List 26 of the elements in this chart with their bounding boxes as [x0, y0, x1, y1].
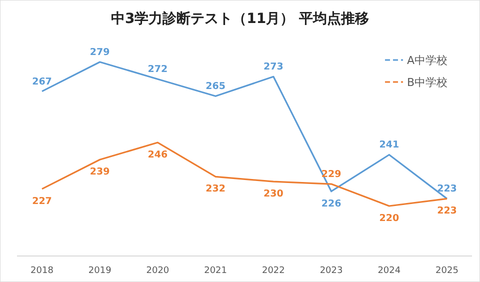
data-label: 230: [264, 188, 284, 200]
chart-title: 中3学力診断テスト（11月） 平均点推移: [110, 10, 370, 27]
data-label: 279: [90, 47, 110, 58]
data-label: 223: [437, 184, 457, 195]
legend-label: A中学校: [407, 54, 448, 67]
data-label: 273: [264, 62, 284, 73]
x-tick-label: 2018: [30, 266, 54, 276]
x-tick-label: 2022: [262, 266, 285, 276]
data-label: 226: [321, 198, 342, 210]
data-label: 246: [148, 150, 168, 161]
data-label: 241: [379, 140, 400, 151]
x-tick-label: 2020: [146, 266, 170, 276]
data-label: 267: [32, 76, 52, 88]
data-label: 232: [206, 184, 226, 195]
data-label: 227: [32, 196, 52, 207]
data-label: 223: [437, 206, 457, 217]
x-tick-label: 2021: [204, 266, 228, 276]
data-label: 265: [206, 81, 226, 92]
legend-label: B中学校: [407, 76, 448, 89]
x-tick-label: 2019: [88, 266, 112, 276]
data-label: 239: [90, 166, 110, 178]
x-tick-label: 2025: [436, 266, 458, 276]
x-tick-label: 2023: [320, 266, 343, 276]
x-tick-label: 2024: [378, 266, 401, 276]
data-label: 220: [379, 213, 400, 224]
data-label: 272: [148, 64, 168, 76]
